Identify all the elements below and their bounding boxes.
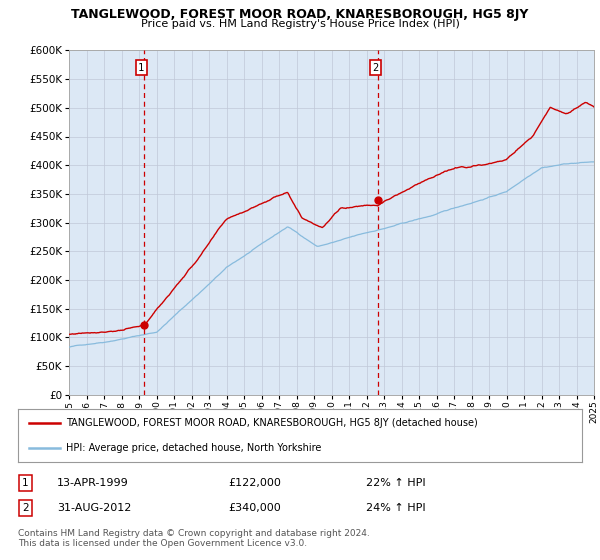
Text: £122,000: £122,000 — [228, 478, 281, 488]
Text: 13-APR-1999: 13-APR-1999 — [57, 478, 129, 488]
Text: Contains HM Land Registry data © Crown copyright and database right 2024.: Contains HM Land Registry data © Crown c… — [18, 529, 370, 538]
Text: 2: 2 — [373, 63, 379, 73]
Text: This data is licensed under the Open Government Licence v3.0.: This data is licensed under the Open Gov… — [18, 539, 307, 548]
Text: 1: 1 — [22, 478, 29, 488]
Text: 1: 1 — [138, 63, 145, 73]
Text: TANGLEWOOD, FOREST MOOR ROAD, KNARESBOROUGH, HG5 8JY: TANGLEWOOD, FOREST MOOR ROAD, KNARESBORO… — [71, 8, 529, 21]
Text: 24% ↑ HPI: 24% ↑ HPI — [366, 503, 425, 513]
Text: 22% ↑ HPI: 22% ↑ HPI — [366, 478, 425, 488]
Text: HPI: Average price, detached house, North Yorkshire: HPI: Average price, detached house, Nort… — [66, 442, 322, 452]
Text: 31-AUG-2012: 31-AUG-2012 — [57, 503, 131, 513]
Text: £340,000: £340,000 — [228, 503, 281, 513]
Text: Price paid vs. HM Land Registry's House Price Index (HPI): Price paid vs. HM Land Registry's House … — [140, 19, 460, 29]
Text: 2: 2 — [22, 503, 29, 513]
Text: TANGLEWOOD, FOREST MOOR ROAD, KNARESBOROUGH, HG5 8JY (detached house): TANGLEWOOD, FOREST MOOR ROAD, KNARESBORO… — [66, 418, 478, 428]
